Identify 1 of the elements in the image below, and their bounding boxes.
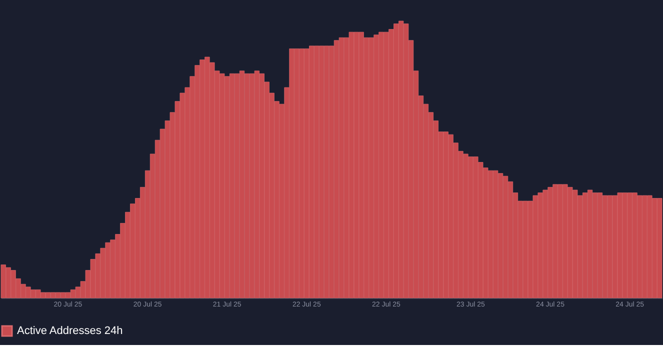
- legend-label: Active Addresses 24h: [17, 325, 123, 337]
